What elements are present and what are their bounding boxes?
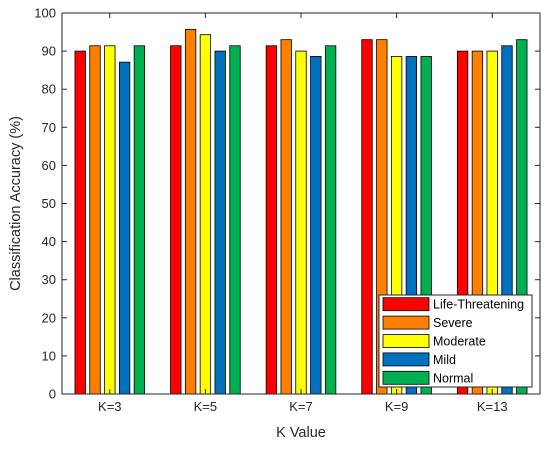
- legend-label: Severe: [433, 316, 473, 330]
- legend-label: Life-Threatening: [433, 298, 524, 312]
- x-axis-title: K Value: [276, 425, 326, 441]
- x-axis-ticks: K=3 K=5 K=7 K=9 K=13: [98, 13, 508, 414]
- bar: [361, 39, 373, 395]
- y-tick-label: 30: [42, 272, 56, 287]
- x-tick-label: K=13: [477, 399, 508, 414]
- y-tick-label: 60: [42, 158, 56, 173]
- bar: [280, 39, 292, 395]
- bar: [118, 61, 131, 395]
- legend-label: Normal: [433, 371, 473, 385]
- x-tick-label: K=5: [194, 399, 218, 414]
- legend-swatch: [382, 297, 430, 312]
- y-tick-label: 20: [42, 310, 56, 325]
- bar: [324, 45, 337, 395]
- x-tick-label: K=3: [98, 399, 122, 414]
- legend-label: Mild: [433, 353, 456, 367]
- bar: [265, 45, 278, 395]
- bar: [133, 45, 146, 395]
- y-tick-label: 100: [34, 6, 56, 21]
- y-axis-title: Classification Accuracy (%): [8, 116, 24, 291]
- bar: [310, 56, 322, 395]
- legend-swatch: [382, 315, 430, 330]
- y-axis-ticks: 0 10 20 30 40 50 60 70 80 90 100: [34, 6, 540, 402]
- bar: [199, 34, 212, 395]
- y-tick-label: 10: [42, 348, 56, 363]
- x-tick-label: K=9: [385, 399, 409, 414]
- legend: Life-Threatening Severe Moderate Mild Normal: [378, 294, 533, 388]
- legend-label: Moderate: [433, 335, 486, 349]
- bar: [295, 50, 307, 395]
- bar: [214, 50, 226, 395]
- y-tick-label: 70: [42, 120, 56, 135]
- plot-frame: [61, 12, 541, 395]
- x-tick-label: K=7: [289, 399, 313, 414]
- bar: [104, 45, 116, 395]
- y-tick-label: 50: [42, 196, 56, 211]
- y-tick-label: 90: [42, 44, 56, 59]
- bar: [74, 50, 86, 395]
- legend-swatch: [382, 370, 430, 385]
- y-tick-label: 40: [42, 234, 56, 249]
- bar: [170, 45, 182, 395]
- legend-swatch: [382, 352, 430, 367]
- y-tick-label: 80: [42, 82, 56, 97]
- bar: [89, 45, 101, 395]
- bar: [229, 45, 241, 395]
- bar: [184, 28, 197, 395]
- y-tick-label: 0: [49, 387, 56, 402]
- legend-swatch: [382, 334, 430, 348]
